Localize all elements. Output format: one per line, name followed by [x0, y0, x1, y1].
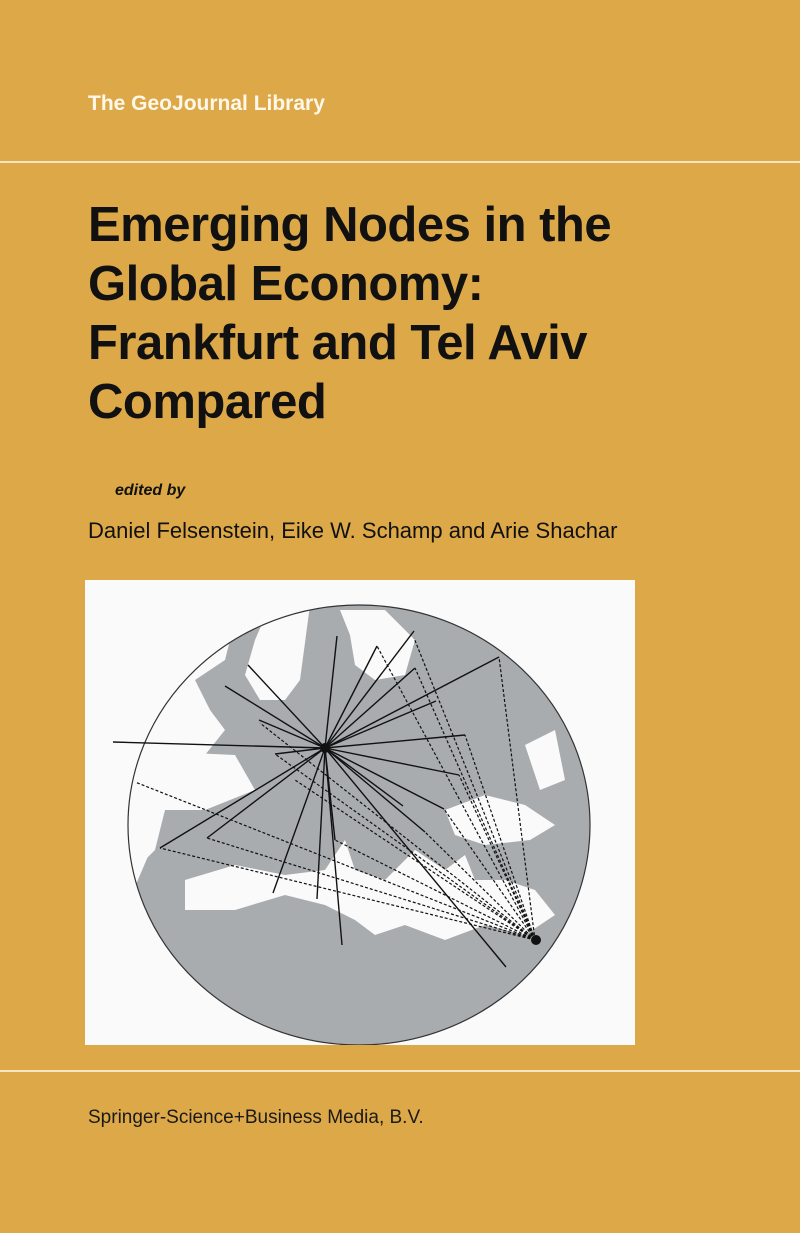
title-line: Emerging Nodes in the: [88, 198, 612, 252]
top-divider: [0, 161, 800, 163]
edited-by-label: edited by: [115, 482, 186, 499]
title-line: Frankfurt and Tel Aviv: [88, 316, 588, 370]
globe-land: [128, 605, 590, 1045]
bottom-divider: [0, 1070, 800, 1072]
tel-aviv-connections: [134, 637, 536, 941]
europe-map-illustration: [112, 604, 591, 1046]
frankfurt-node: [320, 743, 330, 753]
authors: Daniel Felsenstein, Eike W. Schamp and A…: [88, 518, 618, 543]
book-title: Emerging Nodes in the Global Economy: Fr…: [88, 196, 768, 432]
tel-aviv-node: [531, 935, 541, 945]
series-name: The GeoJournal Library: [88, 92, 325, 115]
cover-illustration: [85, 580, 635, 1046]
title-line: Compared: [88, 375, 327, 429]
publisher: Springer-Science+Business Media, B.V.: [88, 1107, 424, 1128]
title-line: Global Economy:: [88, 257, 484, 311]
